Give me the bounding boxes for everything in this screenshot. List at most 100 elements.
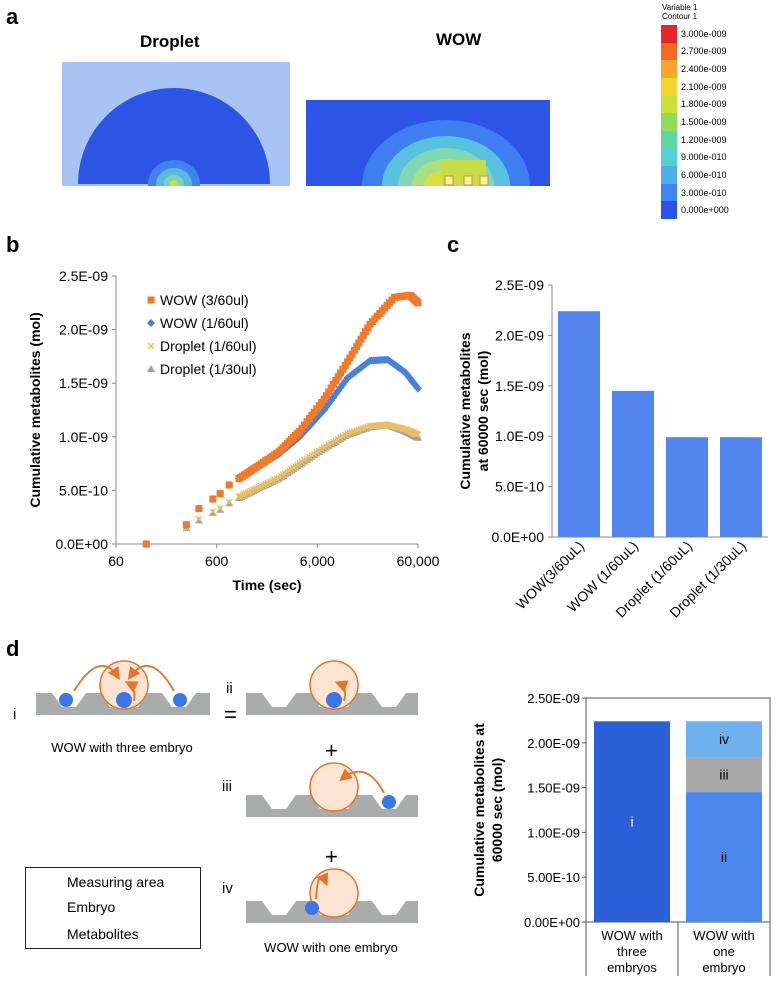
stack-segment bbox=[594, 721, 670, 922]
data-point bbox=[225, 481, 233, 489]
data-point bbox=[344, 358, 352, 366]
data-point bbox=[209, 508, 217, 516]
label-i: i bbox=[13, 706, 17, 723]
colorbar-step: 2.400e-009 bbox=[661, 60, 776, 78]
y-tick-label: 1.0E-09 bbox=[59, 429, 108, 445]
legend-measuring: Measuring area bbox=[67, 874, 165, 890]
colorbar-step: 3.000e-009 bbox=[661, 25, 776, 43]
y-axis-title-line2: 60000 sec (mol) bbox=[489, 758, 505, 862]
y-tick-label: 0.0E+00 bbox=[491, 529, 544, 545]
colorbar-step: 1.200e-009 bbox=[661, 130, 776, 149]
x-tick-label: 600 bbox=[205, 553, 229, 569]
colorbar-label: 1.800e-009 bbox=[681, 99, 727, 110]
data-point bbox=[216, 490, 224, 498]
well-i bbox=[36, 660, 210, 715]
colorbar-step: 6.000e-010 bbox=[661, 166, 776, 184]
colorbar-label: 3.000e-009 bbox=[681, 28, 727, 39]
data-point bbox=[147, 365, 155, 372]
colorbar-swatch bbox=[661, 25, 677, 43]
bar bbox=[666, 437, 708, 537]
data-point bbox=[346, 354, 354, 362]
data-point bbox=[348, 428, 356, 436]
y-tick-label: 2.5E-09 bbox=[59, 268, 108, 284]
y-tick-label: 1.00E-09 bbox=[527, 825, 580, 840]
data-point bbox=[355, 339, 363, 347]
data-point bbox=[344, 430, 352, 438]
data-point bbox=[348, 350, 356, 358]
legend-label: Droplet (1/30ul) bbox=[160, 361, 257, 377]
data-point bbox=[315, 411, 324, 420]
data-point bbox=[147, 319, 155, 327]
legend-box bbox=[25, 867, 201, 949]
data-point bbox=[414, 299, 422, 307]
colorbar-swatch bbox=[661, 166, 677, 184]
y-tick-label: 1.50E-09 bbox=[527, 781, 580, 796]
panel-letter-b: b bbox=[6, 232, 20, 257]
colorbar-label: 2.700e-009 bbox=[681, 46, 727, 57]
data-point bbox=[355, 426, 363, 434]
data-point bbox=[182, 521, 190, 529]
x-tick-label: embryos bbox=[607, 960, 657, 975]
colorbar-swatch bbox=[661, 60, 677, 78]
colorbar-swatch bbox=[661, 113, 677, 131]
data-point bbox=[195, 505, 203, 513]
x-tick-label: 60 bbox=[108, 553, 124, 569]
colorbar-step: 0.000e+000 bbox=[661, 201, 776, 219]
data-point bbox=[147, 296, 155, 304]
equals-sign: = bbox=[224, 702, 237, 727]
y-tick-label: 1.5E-09 bbox=[495, 378, 544, 394]
colorbar-swatch bbox=[661, 77, 677, 96]
wow-schematic bbox=[36, 660, 418, 943]
y-tick-label: 0.00E+00 bbox=[524, 915, 580, 930]
data-point bbox=[346, 429, 354, 437]
y-tick-label: 2.0E-09 bbox=[59, 322, 108, 338]
x-tick-label: embryo bbox=[702, 960, 745, 975]
data-point bbox=[337, 369, 345, 377]
data-point bbox=[209, 495, 217, 503]
data-point bbox=[359, 331, 367, 339]
colorbar-step: 9.000e-010 bbox=[661, 148, 776, 167]
colorbar-step: 1.800e-009 bbox=[661, 95, 776, 114]
colorbar-label: 1.200e-009 bbox=[681, 134, 727, 145]
data-point bbox=[322, 392, 330, 400]
data-point bbox=[353, 343, 361, 351]
plus-sign-1: + bbox=[325, 738, 338, 763]
legend-metabolites: Metabolites bbox=[67, 926, 139, 942]
colorbar-step: 3.000e-010 bbox=[661, 183, 776, 202]
data-point bbox=[414, 433, 422, 441]
line-chart-b: 0.0E+00 5.0E-10 1.0E-09 1.5E-09 2.0E-09 2.5E-… bbox=[27, 268, 440, 593]
data-point bbox=[195, 515, 203, 523]
data-point bbox=[353, 427, 361, 435]
data-point bbox=[331, 389, 340, 398]
data-point bbox=[142, 540, 150, 548]
data-point bbox=[357, 425, 365, 433]
label-ii: ii bbox=[226, 680, 233, 697]
data-point bbox=[362, 424, 369, 432]
segment-label: i bbox=[630, 814, 633, 830]
data-point bbox=[359, 424, 367, 432]
well-iii bbox=[246, 762, 418, 817]
colorbar-step: 2.700e-009 bbox=[661, 42, 776, 61]
bar-chart-c: 0.0E+00 5.0E-10 1.0E-09 1.5E-09 2.0E-09 2.5E-… bbox=[457, 277, 768, 621]
data-point bbox=[147, 342, 155, 350]
y-tick-label: 2.0E-09 bbox=[495, 327, 544, 343]
data-point bbox=[362, 328, 370, 336]
data-point bbox=[357, 335, 365, 343]
colorbar-swatch bbox=[661, 183, 677, 202]
data-point bbox=[350, 427, 358, 435]
droplet-title: Droplet bbox=[140, 32, 200, 51]
colorbar-label: 1.500e-009 bbox=[681, 116, 727, 127]
y-tick-label: 2.50E-09 bbox=[527, 691, 580, 706]
caption-three-embryo: WOW with three embryo bbox=[51, 740, 193, 755]
colorbar-swatch bbox=[661, 148, 677, 167]
stacked-bar-chart-d: 0.00E+00 5.00E-10 1.00E-09 1.50E-09 2.00E-09… bbox=[471, 691, 771, 976]
data-point bbox=[334, 373, 342, 381]
x-tick-label: three bbox=[617, 944, 647, 959]
data-point bbox=[327, 384, 335, 392]
data-point bbox=[325, 388, 333, 396]
chart-b-legend: WOW (3/60ul) WOW (1/60ul) Droplet (1/60ul)… bbox=[160, 292, 257, 377]
data-point bbox=[320, 395, 328, 403]
label-iv: iv bbox=[222, 880, 233, 897]
y-tick-label: 1.0E-09 bbox=[495, 428, 544, 444]
legend-embryo: Embryo bbox=[67, 899, 116, 915]
